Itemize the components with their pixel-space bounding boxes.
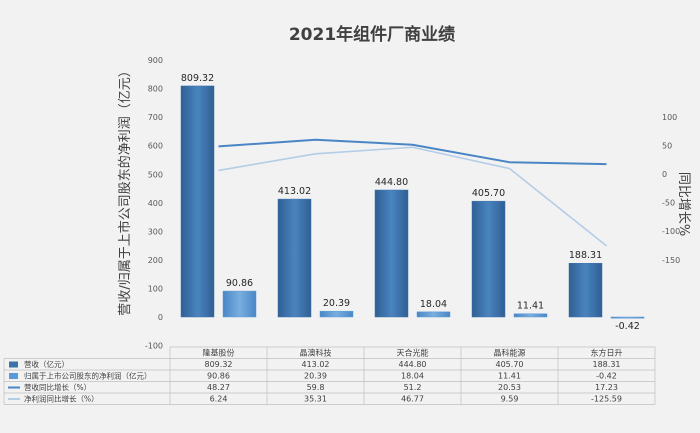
- left-axis-tick-label: 100: [148, 284, 163, 293]
- category-label: 隆基股份: [203, 348, 235, 358]
- table-cell-value: 11.41: [498, 372, 521, 381]
- left-axis-tick-label: 600: [148, 142, 163, 151]
- left-axis-tick-label: 900: [148, 56, 163, 65]
- net-profit-data-label: 90.86: [226, 278, 253, 289]
- net-profit-data-label: 20.39: [323, 298, 350, 309]
- right-axis-tick-label: 0: [662, 170, 667, 179]
- revenue-data-label: 413.02: [278, 186, 311, 197]
- legend-label: 净利润同比增长（%）: [24, 394, 99, 404]
- right-axis-tick-label: 100: [662, 113, 677, 122]
- revenue-bar: [180, 85, 215, 318]
- net-profit-bar: [222, 290, 257, 318]
- table-cell-value: 46.77: [401, 395, 424, 404]
- left-axis-tick-label: 500: [148, 170, 163, 179]
- table-cell-value: -0.42: [596, 372, 617, 381]
- table-cell-value: 90.86: [207, 372, 230, 381]
- left-axis-tick-label: 200: [148, 256, 163, 265]
- revenue-data-label: 188.31: [569, 250, 602, 261]
- left-axis-tick-label: 700: [148, 113, 163, 122]
- right-axis-tick-label: -100: [662, 227, 680, 236]
- revenue-bar: [374, 189, 409, 318]
- table-cell-value: 51.2: [404, 383, 422, 392]
- net-profit-bar: [416, 311, 451, 318]
- left-axis-tick-label: -100: [145, 342, 163, 351]
- table-cell-value: 444.80: [399, 360, 427, 369]
- legend-label: 营收（亿元）: [24, 359, 69, 369]
- net-profit-data-label: -0.42: [615, 321, 640, 332]
- table-cell-value: 48.27: [207, 383, 230, 392]
- chart-title: 2021年组件厂商业绩: [289, 24, 455, 45]
- table-cell-value: 405.70: [496, 360, 524, 369]
- category-label: 天合光能: [397, 348, 429, 358]
- right-axis-tick-label: 50: [662, 141, 672, 150]
- left-axis-tick-label: 300: [148, 227, 163, 236]
- category-label: 东方日升: [591, 348, 623, 358]
- left-axis-tick-label: 800: [148, 85, 163, 94]
- table-cell-value: 188.31: [593, 360, 621, 369]
- net-profit-bar: [513, 313, 548, 318]
- table-cell-value: 59.8: [307, 383, 325, 392]
- revenue-data-label: 444.80: [375, 177, 408, 188]
- net-profit-data-label: 11.41: [517, 301, 544, 312]
- net-profit-bar: [610, 316, 645, 319]
- net-profit-data-label: 18.04: [420, 299, 447, 310]
- table-cell-value: 413.02: [302, 360, 330, 369]
- table-cell-value: -125.59: [591, 395, 622, 404]
- table-cell-value: 6.24: [210, 395, 228, 404]
- right-axis-tick-label: -150: [662, 256, 680, 265]
- revenue-bar: [277, 198, 312, 318]
- category-label: 晶澳科技: [300, 348, 332, 358]
- revenue-growth-line: [218, 138, 607, 166]
- revenue-bar: [471, 200, 506, 318]
- left-axis-title: 营收/归属于上市公司股东的净利润（亿元）: [117, 64, 133, 315]
- table-cell-value: 809.32: [205, 360, 233, 369]
- category-label: 晶科能源: [494, 348, 526, 358]
- table-cell-value: 18.04: [401, 372, 424, 381]
- legend-label: 归属于上市公司股东的净利润（亿元）: [24, 371, 152, 381]
- table-cell-value: 20.39: [304, 372, 327, 381]
- legend-label: 营收同比增长（%）: [24, 382, 91, 392]
- revenue-bar: [568, 262, 603, 318]
- revenue-data-label: 405.70: [472, 188, 505, 199]
- table-cell-value: 17.23: [595, 383, 618, 392]
- legend-key-revenue: [9, 361, 18, 368]
- profit-growth-line: [218, 146, 607, 247]
- revenue-data-label: 809.32: [181, 73, 214, 84]
- left-axis-tick-label: 0: [158, 313, 163, 322]
- legend-key-net-profit: [9, 373, 18, 379]
- table-cell-value: 9.59: [501, 395, 519, 404]
- table-cell-value: 35.31: [304, 395, 327, 404]
- net-profit-bar: [319, 310, 354, 318]
- right-axis-tick-label: -50: [662, 199, 675, 208]
- right-axis-title: 同比增长%: [676, 172, 691, 236]
- table-cell-value: 20.53: [498, 383, 521, 392]
- left-axis-tick-label: 400: [148, 199, 163, 208]
